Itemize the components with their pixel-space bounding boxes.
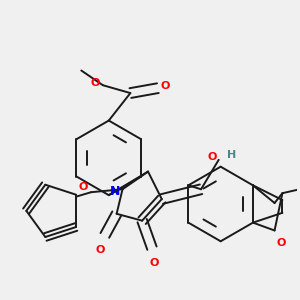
Text: O: O	[207, 152, 217, 162]
Text: N: N	[110, 185, 120, 198]
Text: O: O	[149, 258, 159, 268]
Text: O: O	[95, 245, 105, 255]
Text: O: O	[91, 78, 100, 88]
Text: O: O	[277, 238, 286, 248]
Text: H: H	[226, 150, 236, 160]
Text: O: O	[79, 182, 88, 192]
Text: O: O	[161, 81, 170, 91]
